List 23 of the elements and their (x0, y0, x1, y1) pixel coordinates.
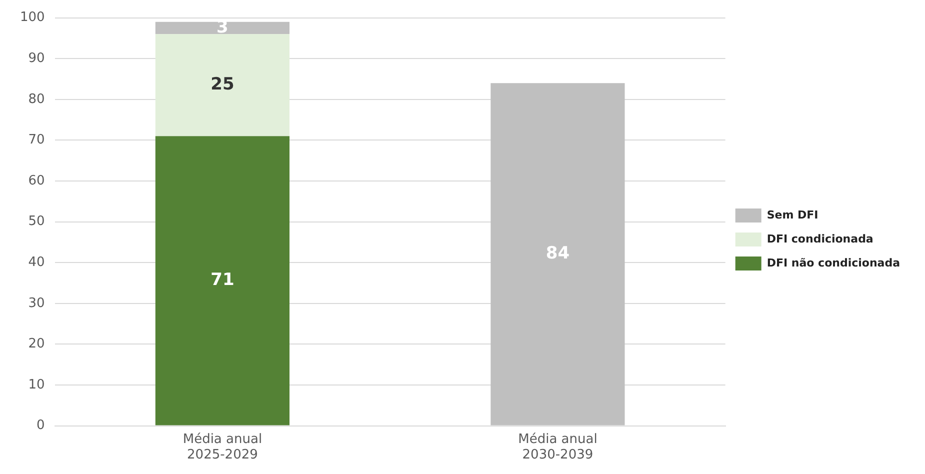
x-tick-label: Média anual 2030-2039 (518, 432, 598, 463)
bar (155, 34, 290, 136)
y-tick-label: 10 (28, 377, 45, 392)
data-label: 84 (546, 244, 570, 264)
legend-label: DFI não condicionada (766, 256, 900, 270)
y-tick-label: 60 (28, 173, 45, 188)
x-tick-label: Média anual 2025-2029 (182, 432, 262, 463)
bar (155, 22, 290, 34)
y-tick-label: 100 (20, 10, 45, 26)
data-label: 71 (210, 270, 234, 290)
data-label: 25 (210, 74, 234, 95)
legend-label: DFI condicionada (766, 232, 874, 246)
bar (155, 136, 290, 426)
y-tick-label: 50 (28, 214, 45, 230)
bar (490, 83, 625, 426)
y-tick-label: 20 (28, 336, 45, 352)
y-tick-label: 0 (36, 418, 45, 434)
y-tick-label: 80 (28, 92, 45, 107)
y-tick-label: 70 (28, 132, 45, 148)
y-tick-label: 90 (28, 50, 45, 66)
y-tick-label: 30 (28, 296, 45, 311)
y-tick-label: 40 (28, 254, 45, 270)
legend-label: Sem DFI (766, 208, 818, 222)
